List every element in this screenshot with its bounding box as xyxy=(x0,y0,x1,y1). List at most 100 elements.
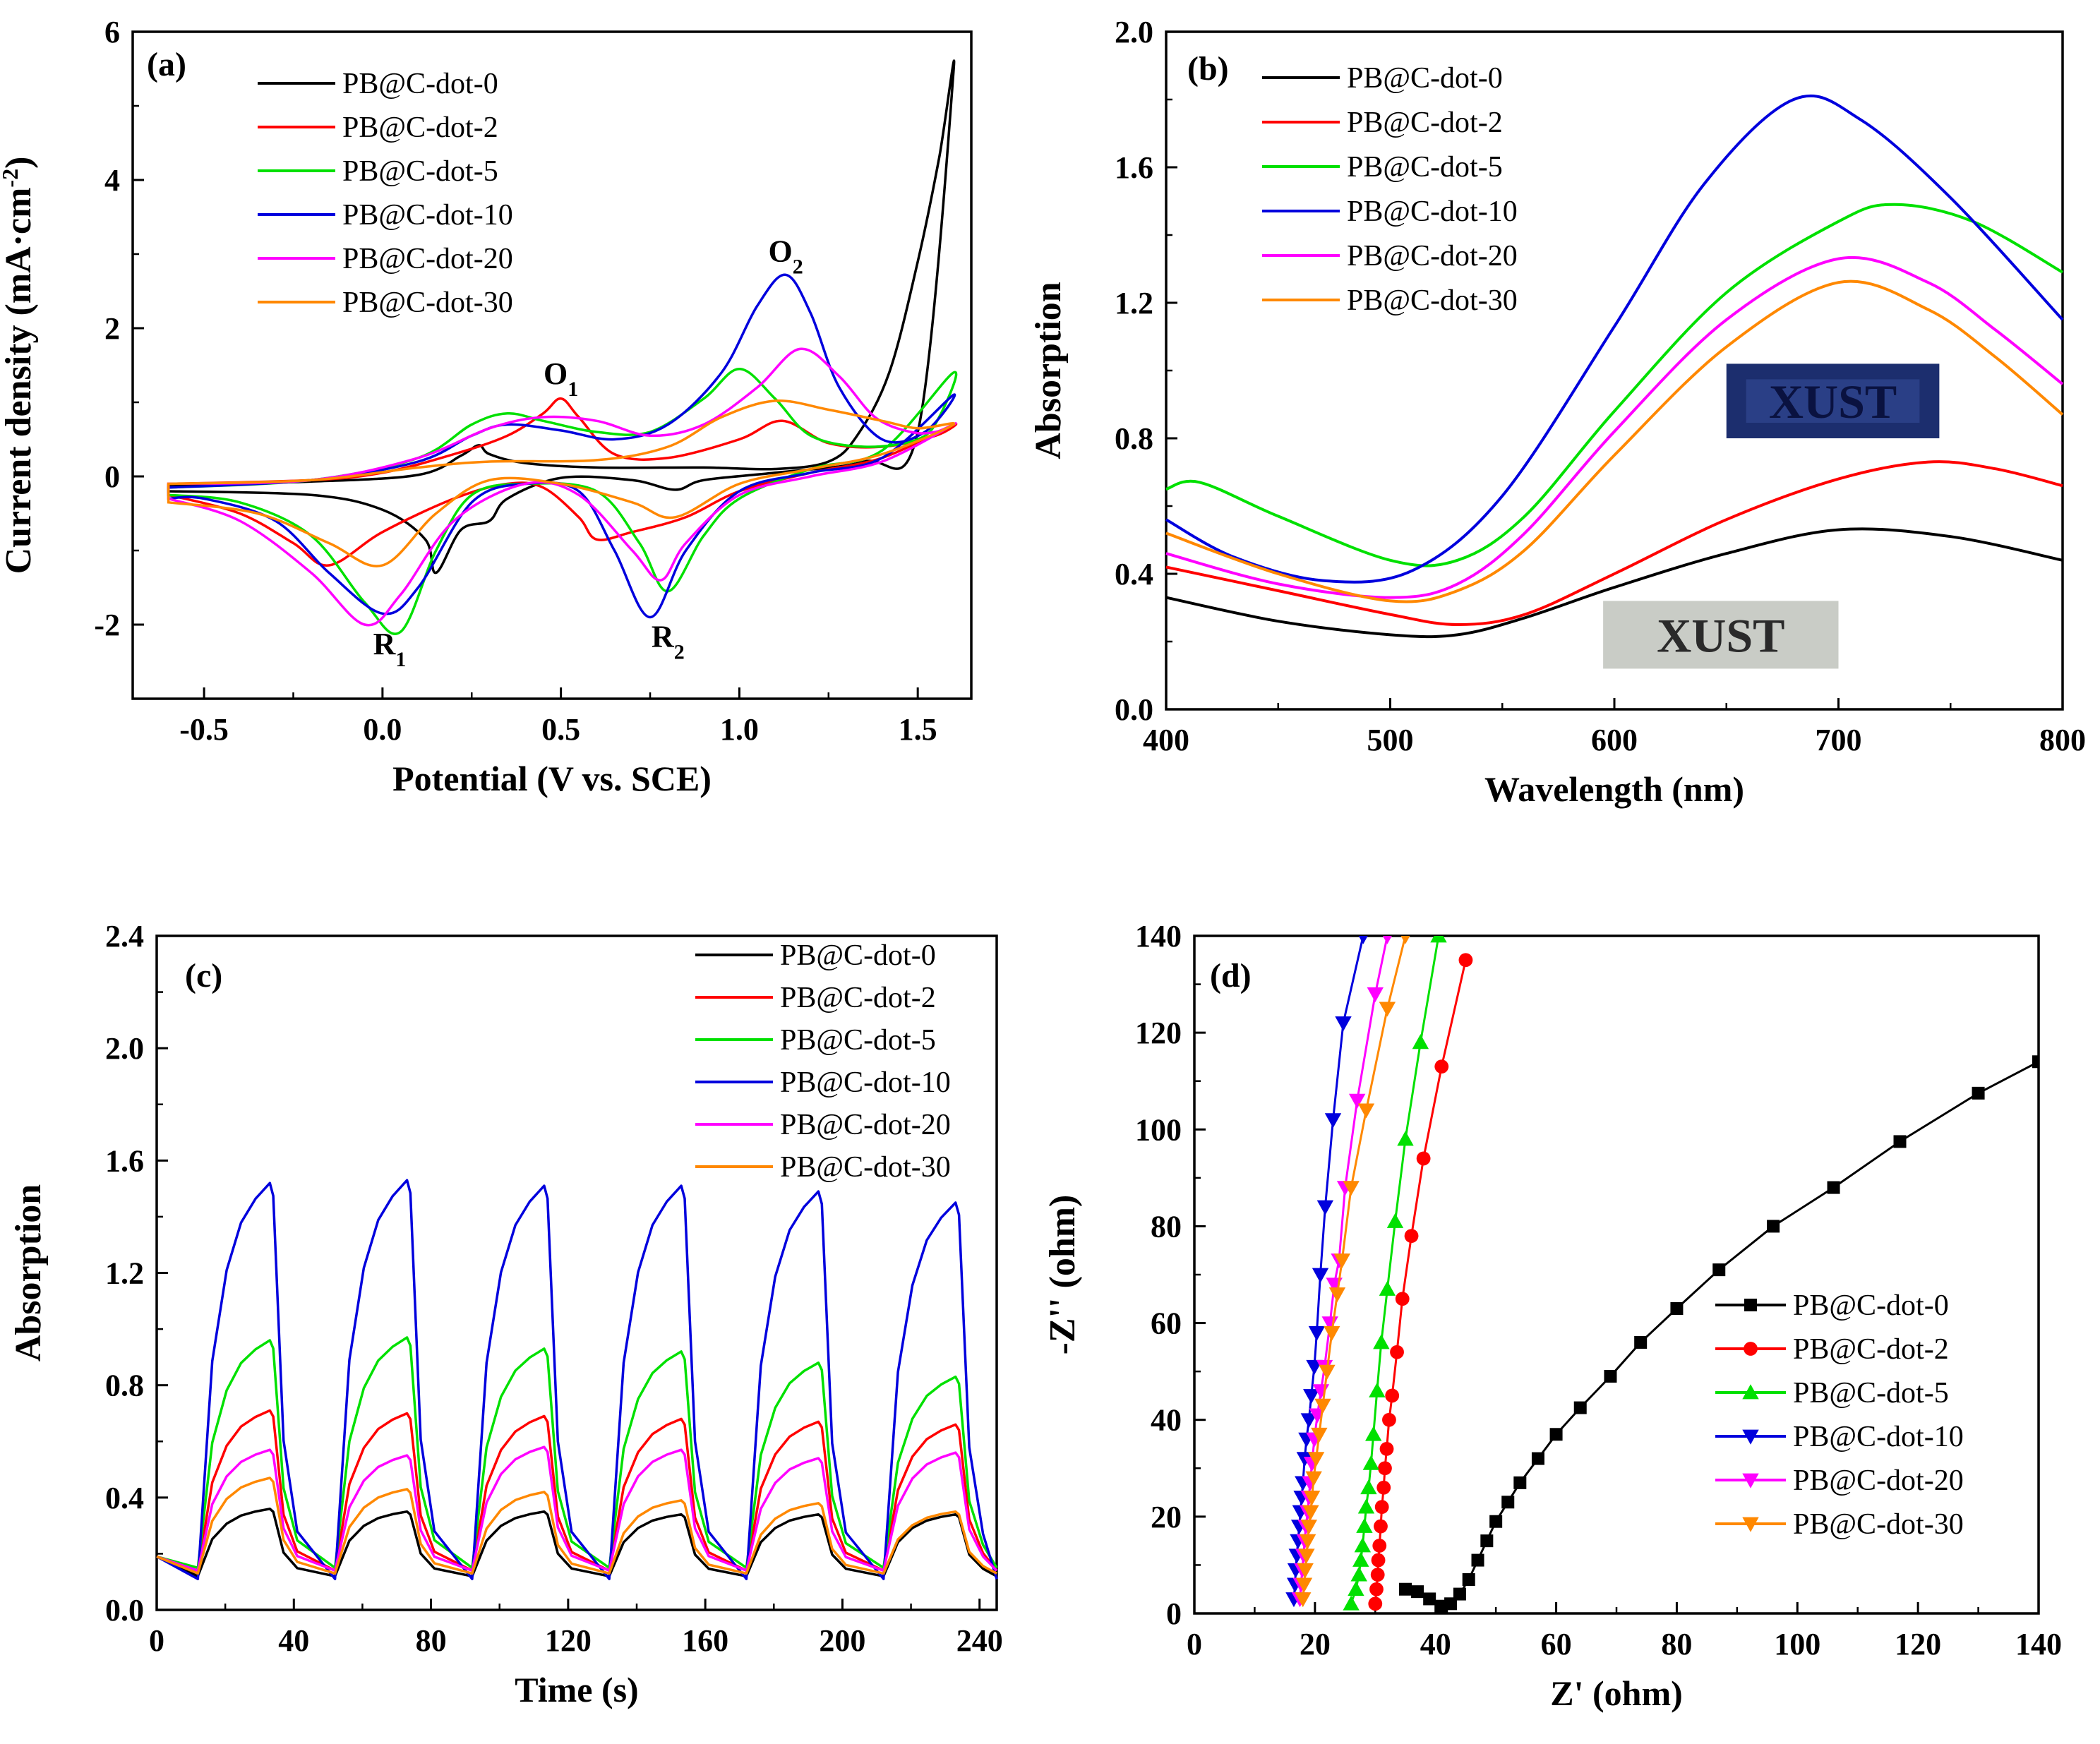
data-point xyxy=(1312,1268,1329,1283)
series-line-PB@C-dot-20 xyxy=(167,347,957,627)
x-axis-label: Potential (V vs. SCE) xyxy=(392,759,712,798)
data-point xyxy=(1295,1592,1312,1608)
legend-label: PB@C-dot-2 xyxy=(342,112,498,144)
data-point xyxy=(1367,987,1384,1002)
data-point xyxy=(1390,1345,1404,1359)
x-tick-label: 400 xyxy=(1143,723,1189,757)
data-point xyxy=(1374,1519,1388,1534)
data-point xyxy=(1302,1505,1319,1520)
x-tick-label: 800 xyxy=(2039,723,2086,757)
legend-marker xyxy=(1742,1517,1759,1532)
data-point xyxy=(1462,1573,1475,1586)
x-tick-label: 0 xyxy=(1187,1627,1202,1661)
data-point xyxy=(1365,1426,1382,1441)
legend-label: PB@C-dot-30 xyxy=(1793,1508,1964,1541)
peak-annotation-main: O xyxy=(544,356,568,391)
peak-annotation: R2 xyxy=(652,620,685,664)
y-tick-label: 40 xyxy=(1151,1403,1182,1438)
data-point xyxy=(1573,1401,1587,1414)
data-point xyxy=(1303,1491,1321,1506)
legend-label: PB@C-dot-0 xyxy=(342,68,498,100)
data-point xyxy=(1489,1515,1503,1528)
data-point xyxy=(1357,1103,1375,1119)
y-tick-label: 0.8 xyxy=(1115,421,1153,456)
x-tick-label: 80 xyxy=(416,1623,447,1658)
x-tick-label: 700 xyxy=(1816,723,1862,757)
y-tick-label: 2.4 xyxy=(105,919,144,954)
y-tick-label: 0.4 xyxy=(105,1481,144,1515)
y-axis-label-end: ) xyxy=(0,157,39,169)
data-point xyxy=(1412,1034,1429,1050)
legend-label: PB@C-dot-20 xyxy=(342,243,513,275)
data-point xyxy=(1434,1059,1449,1074)
data-point xyxy=(1411,1585,1424,1599)
x-tick-label: 0 xyxy=(149,1623,164,1658)
x-tick-label: 0.0 xyxy=(363,712,402,747)
y-axis-label-main: -Z'' (ohm) xyxy=(1043,1195,1083,1355)
x-tick-label: 40 xyxy=(1420,1627,1451,1661)
data-point xyxy=(1634,1336,1648,1349)
y-tick-label: 80 xyxy=(1151,1209,1182,1244)
data-point xyxy=(1501,1496,1515,1509)
y-tick-label: 2.0 xyxy=(105,1031,144,1066)
legend-label: PB@C-dot-5 xyxy=(1347,151,1503,184)
legend-label: PB@C-dot-30 xyxy=(1347,284,1518,317)
data-point xyxy=(1453,1587,1466,1601)
data-point xyxy=(1370,1568,1385,1582)
legend-label: PB@C-dot-10 xyxy=(1347,196,1518,228)
data-point xyxy=(1372,1539,1387,1553)
data-point xyxy=(1300,1520,1318,1535)
x-tick-label: 0.5 xyxy=(541,712,580,747)
data-point xyxy=(1333,1253,1350,1269)
x-tick-label: 100 xyxy=(1774,1627,1820,1661)
legend-label: PB@C-dot-0 xyxy=(780,939,936,972)
data-point xyxy=(1324,1325,1340,1341)
data-point xyxy=(1767,1220,1780,1233)
data-point xyxy=(1444,1597,1458,1611)
legend-label: PB@C-dot-5 xyxy=(780,1024,936,1057)
x-tick-label: 120 xyxy=(545,1623,592,1658)
data-point xyxy=(1357,1498,1375,1514)
data-point xyxy=(1356,1517,1373,1533)
legend-label: PB@C-dot-30 xyxy=(780,1151,951,1184)
data-point xyxy=(1358,936,1368,944)
legend-label: PB@C-dot-20 xyxy=(1347,240,1518,272)
y-tick-label: 6 xyxy=(104,15,120,49)
data-point xyxy=(1382,936,1392,944)
peak-annotation-main: O xyxy=(769,234,793,269)
series-line-PB@C-dot-30 xyxy=(167,399,956,567)
data-point xyxy=(1382,1412,1396,1427)
y-tick-label: 0.0 xyxy=(105,1593,144,1628)
data-point xyxy=(1379,1441,1394,1456)
data-point xyxy=(1386,1213,1404,1228)
peak-annotation-sub: 1 xyxy=(568,377,578,400)
data-point xyxy=(1298,1548,1315,1564)
data-point xyxy=(1311,1427,1328,1443)
x-tick-label: 1.0 xyxy=(720,712,759,747)
data-point xyxy=(1348,1093,1366,1109)
y-axis-label-main: Current density (mA·cm xyxy=(0,188,39,575)
x-tick-label: 240 xyxy=(956,1623,1003,1658)
data-point xyxy=(1378,1461,1392,1476)
data-point xyxy=(1972,1086,1985,1100)
data-point xyxy=(1399,1582,1412,1596)
data-point xyxy=(1531,1452,1544,1465)
data-point xyxy=(1305,1471,1322,1486)
series-line-PB@C-dot-5 xyxy=(1165,203,2063,567)
data-point xyxy=(1397,1131,1414,1146)
legend-label: PB@C-dot-2 xyxy=(780,982,936,1014)
panel-c: 0 40 80 120 160 200 240 0.0 0.4 0.8 1.2 1.6 2.0 2.4 Ti… xyxy=(8,919,1003,1709)
y-tick-label: 1.2 xyxy=(1115,286,1153,320)
data-point xyxy=(1376,1480,1391,1495)
legend-label: PB@C-dot-10 xyxy=(342,199,513,231)
peak-annotation: R1 xyxy=(373,627,407,671)
legend-label: PB@C-dot-0 xyxy=(1347,62,1503,95)
data-point xyxy=(1295,1577,1313,1593)
data-point xyxy=(1319,1364,1336,1380)
plot-frame xyxy=(131,30,973,700)
x-tick-label: 60 xyxy=(1541,1627,1572,1661)
legend-marker xyxy=(1742,1429,1759,1445)
y-tick-label: 0 xyxy=(1166,1596,1182,1631)
panel-d: 0 20 40 60 80 100 120 140 0 20 40 60 80 100 120 140 Z' (… xyxy=(1043,919,2062,1713)
y-tick-label: -2 xyxy=(94,608,120,642)
